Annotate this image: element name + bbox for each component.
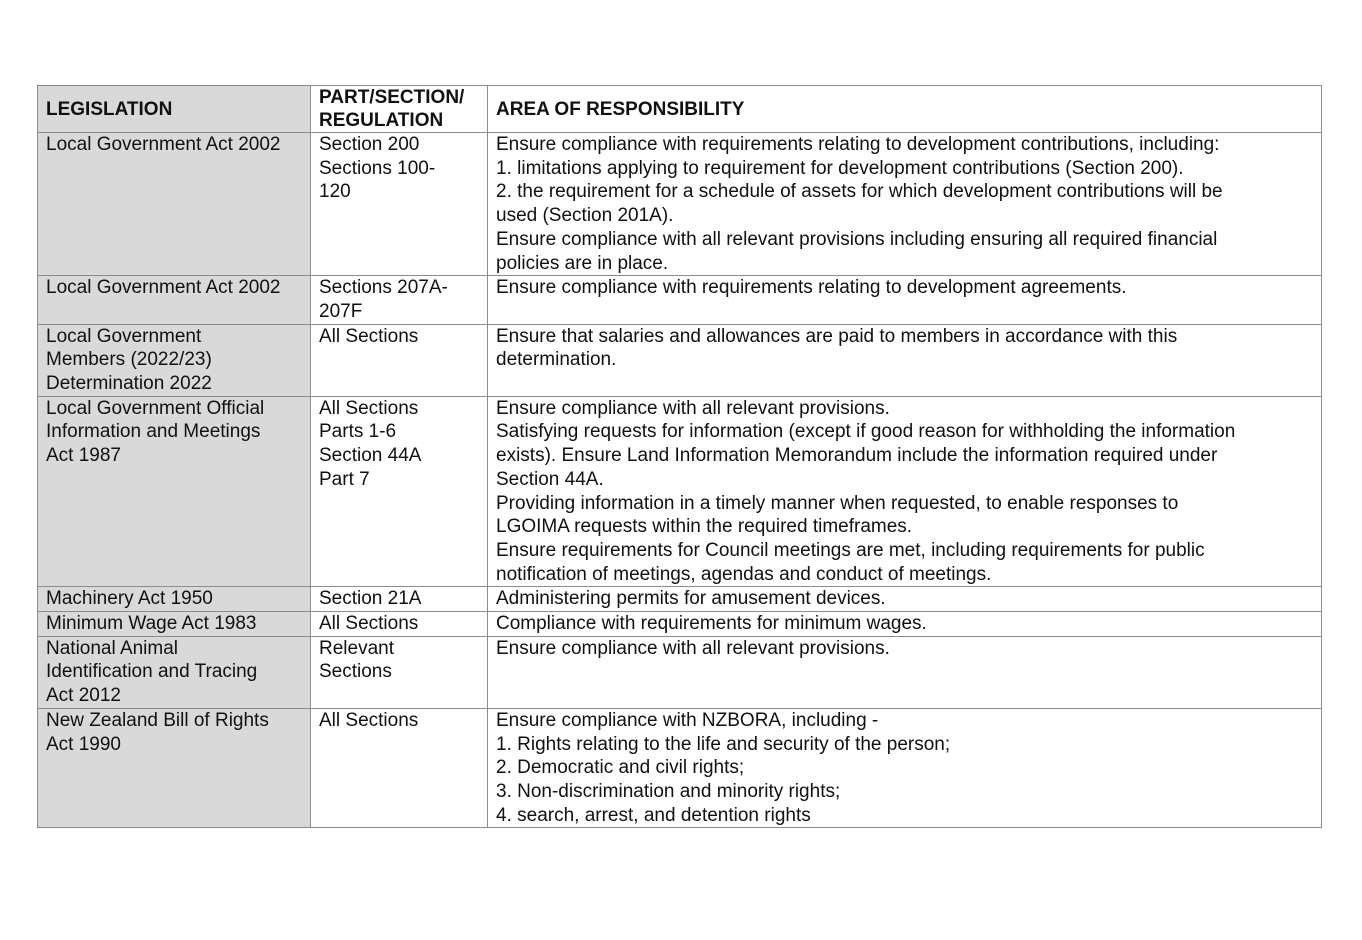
cell-line: exists). Ensure Land Information Memoran… xyxy=(496,445,1218,467)
section-cell: Section 200 Sections 100- 120 xyxy=(310,131,488,277)
cell-line: 2. the requirement for a schedule of ass… xyxy=(496,181,1223,203)
cell-line: Ensure compliance with all relevant prov… xyxy=(496,637,890,659)
cell-line: Ensure that salaries and allowances are … xyxy=(496,325,1178,347)
cell-line: Local Government Act 2002 xyxy=(46,134,281,155)
area-cell: Compliance with requirements for minimum… xyxy=(487,611,1322,637)
legislation-cell: Local Government Act 2002 xyxy=(37,131,311,277)
cell-line: Satisfying requests for information (exc… xyxy=(496,421,1236,443)
cell-line: New Zealand Bill of Rights xyxy=(46,709,269,731)
cell-line: National Animal xyxy=(46,637,179,659)
area-cell: Ensure compliance with NZBORA, including… xyxy=(487,707,1322,829)
section-cell: All Sections xyxy=(310,611,488,637)
cell-line: used (Section 201A). xyxy=(496,205,674,227)
table-row: Machinery Act 1950 Section 21A Administeri… xyxy=(37,586,1322,613)
legislation-cell: Local Government Official Information and… xyxy=(37,395,311,588)
area-cell: Administering permits for amusement devi… xyxy=(487,586,1322,613)
area-cell: Ensure compliance with requirements rela… xyxy=(487,275,1322,325)
cell-line: Local Government Official xyxy=(46,397,265,419)
cell-line: 2. Democratic and civil rights; xyxy=(496,757,745,779)
area-cell: Ensure compliance with requirements rela… xyxy=(487,131,1322,277)
cell-line: 4. search, arrest, and detention rights xyxy=(496,804,811,826)
legislation-cell: New Zealand Bill of Rights Act 1990 xyxy=(37,707,311,829)
cell-line: Members (2022/23) xyxy=(46,349,212,371)
cell-line: Local Government Act 2002 xyxy=(46,277,281,299)
cell-line: notification of meetings, agendas and co… xyxy=(496,563,992,585)
cell-line: Compliance with requirements for minimum… xyxy=(496,613,927,635)
area-cell: Ensure compliance with all relevant prov… xyxy=(487,395,1322,588)
cell-line: Section 44A. xyxy=(496,468,604,490)
table-row: Minimum Wage Act 1983 All Sections Complia… xyxy=(37,611,1322,637)
cell-line: All Sections xyxy=(319,397,419,419)
cell-line: 3. Non-discrimination and minority right… xyxy=(496,780,841,802)
cell-line: Relevant xyxy=(319,637,394,659)
cell-line: determination. xyxy=(496,349,617,371)
cell-line: Section 44A xyxy=(319,445,422,467)
legislation-cell: Local Government Members (2022/23) Determi… xyxy=(37,323,311,397)
legislation-cell: Minimum Wage Act 1983 xyxy=(37,611,311,637)
header-part-section: PART/SECTION/ REGULATION xyxy=(310,85,488,133)
section-cell: Sections 207A- 207F xyxy=(310,275,488,325)
cell-line: 1. limitations applying to requirement f… xyxy=(496,157,1184,179)
cell-line: Sections 207A- xyxy=(319,277,448,299)
cell-line: Ensure compliance with all relevant prov… xyxy=(496,228,1218,250)
header-area: AREA OF RESPONSIBILITY xyxy=(487,85,1322,133)
header-legislation: LEGISLATION xyxy=(37,85,311,133)
cell-line: Minimum Wage Act 1983 xyxy=(46,613,257,635)
cell-line: 120 xyxy=(319,181,351,203)
section-cell: Relevant Sections xyxy=(310,635,488,709)
cell-line: Ensure compliance with requirements rela… xyxy=(496,134,1220,155)
cell-line: All Sections xyxy=(319,325,419,347)
cell-line: Providing information in a timely manner… xyxy=(496,492,1179,514)
table-row: Local Government Official Information and… xyxy=(37,395,1322,588)
section-cell: All Sections xyxy=(310,323,488,397)
cell-line: All Sections xyxy=(319,709,419,731)
cell-line: Section 200 xyxy=(319,134,420,155)
cell-line: Ensure compliance with all relevant prov… xyxy=(496,397,890,419)
cell-line: Section 21A xyxy=(319,588,422,610)
header-part-section-text: PART/SECTION/ REGULATION xyxy=(319,87,465,131)
cell-line: Act 2012 xyxy=(46,685,121,707)
table-row: New Zealand Bill of Rights Act 1990 All Se… xyxy=(37,707,1322,829)
legislation-cell: Local Government Act 2002 xyxy=(37,275,311,325)
cell-line: Part 7 xyxy=(319,468,370,490)
area-cell: Ensure that salaries and allowances are … xyxy=(487,323,1322,397)
cell-line: 1. Rights relating to the life and secur… xyxy=(496,733,951,755)
cell-line: Identification and Tracing xyxy=(46,661,258,683)
cell-line: Sections 100- xyxy=(319,157,436,179)
cell-line: Act 1987 xyxy=(46,445,121,467)
table-header-row: LEGISLATION PART/SECTION/ REGULATION ARE… xyxy=(37,85,1322,133)
cell-line: Local Government xyxy=(46,325,202,347)
table-row: Local Government Act 2002 Sections 207A- 2… xyxy=(37,275,1322,325)
cell-line: 207F xyxy=(319,300,363,322)
table-row: Local Government Act 2002 Section 200 Sect… xyxy=(37,131,1322,277)
section-cell: All Sections xyxy=(310,707,488,829)
legislation-table: LEGISLATION PART/SECTION/ REGULATION ARE… xyxy=(37,85,1322,829)
cell-line: policies are in place. xyxy=(496,252,669,274)
cell-line: Ensure requirements for Council meetings… xyxy=(496,539,1205,561)
cell-line: Ensure compliance with NZBORA, including… xyxy=(496,709,879,731)
cell-line: Determination 2022 xyxy=(46,373,212,395)
cell-line: Act 1990 xyxy=(46,733,121,755)
cell-line: Administering permits for amusement devi… xyxy=(496,588,886,610)
section-cell: All Sections Parts 1-6 Section 44A Part 7 xyxy=(310,395,488,588)
cell-line: Machinery Act 1950 xyxy=(46,588,213,610)
area-cell: Ensure compliance with all relevant prov… xyxy=(487,635,1322,709)
section-cell: Section 21A xyxy=(310,586,488,613)
cell-line: Sections xyxy=(319,661,392,683)
cell-line: LGOIMA requests within the required time… xyxy=(496,516,913,538)
cell-line: All Sections xyxy=(319,613,419,635)
table-row: Local Government Members (2022/23) Determi… xyxy=(37,323,1322,397)
cell-line: Parts 1-6 xyxy=(319,421,397,443)
cell-line: Ensure compliance with requirements rela… xyxy=(496,277,1127,299)
cell-line: Information and Meetings xyxy=(46,421,261,443)
legislation-cell: National Animal Identification and Tracin… xyxy=(37,635,311,709)
legislation-cell: Machinery Act 1950 xyxy=(37,586,311,613)
table-row: National Animal Identification and Tracin… xyxy=(37,635,1322,709)
